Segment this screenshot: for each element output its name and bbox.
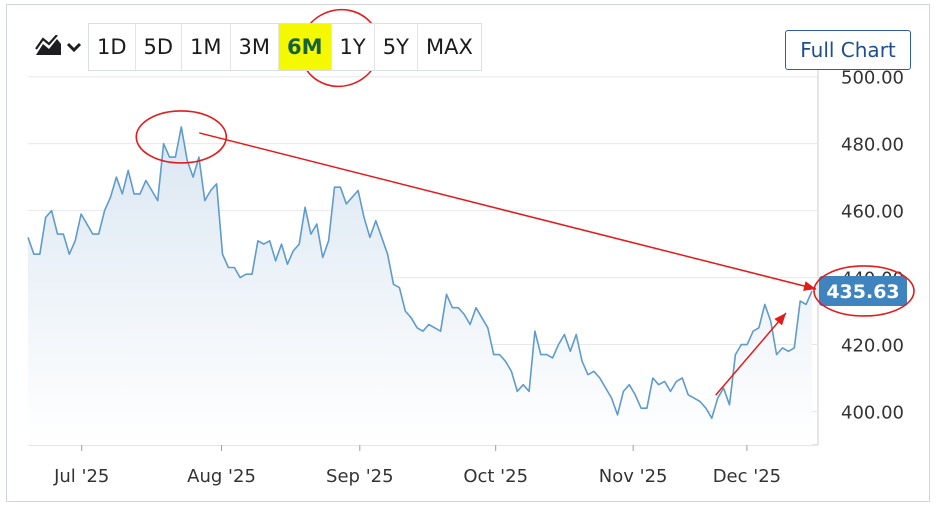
- y-tick-label: 480.00: [841, 135, 904, 156]
- chart-type-menu[interactable]: [28, 24, 88, 70]
- x-tick-label: Jul '25: [53, 466, 109, 487]
- last-price-label: 435.63: [826, 281, 899, 303]
- recent-rise-arrow-head: [774, 313, 786, 326]
- full-chart-button[interactable]: Full Chart: [785, 30, 911, 70]
- peak-to-last-arrow-head: [803, 281, 816, 291]
- range-button-5y[interactable]: 5Y: [374, 24, 418, 70]
- x-tick-label: Sep '25: [326, 466, 394, 487]
- x-tick-label: Dec '25: [713, 466, 781, 487]
- peak-circle: [135, 110, 228, 164]
- range-button-5d[interactable]: 5D: [135, 24, 183, 70]
- price-line: [27, 126, 813, 420]
- y-tick-label: 400.00: [841, 403, 904, 424]
- area-chart-icon: [35, 35, 82, 55]
- y-tick-label: 420.00: [841, 336, 904, 357]
- last-price-badge: 435.63: [819, 275, 907, 306]
- last-price-badge-bg: [819, 275, 907, 306]
- annotations: [135, 8, 915, 396]
- y-tick-label: 500.00: [841, 68, 904, 89]
- x-tick-label: Aug '25: [187, 466, 256, 487]
- range-button-3m[interactable]: 3M: [230, 24, 280, 70]
- range-button-1y[interactable]: 1Y: [331, 24, 375, 70]
- chart-toolbar: 1D 5D 1M 3M 6M 1Y 5Y MAX: [28, 23, 482, 71]
- price-area: [27, 126, 813, 446]
- price-area-fill: [28, 126, 812, 446]
- range-button-max[interactable]: MAX: [417, 24, 481, 70]
- recent-rise-arrow-shaft: [715, 312, 787, 396]
- last-value-circle: [813, 265, 915, 317]
- x-tick-label: Oct '25: [463, 466, 528, 487]
- range-button-6m[interactable]: 6M: [279, 24, 332, 70]
- peak-to-last-arrow-shaft: [199, 132, 817, 290]
- range-button-1m[interactable]: 1M: [182, 24, 231, 70]
- x-axis: Jul '25 Aug '25 Sep '25 Oct '25 Nov '25 Dec '…: [53, 445, 781, 487]
- range-button-1d[interactable]: 1D: [89, 24, 136, 70]
- y-tick-label: 460.00: [841, 202, 904, 223]
- x-tick-label: Nov '25: [599, 466, 668, 487]
- range-selector: 1D 5D 1M 3M 6M 1Y 5Y MAX: [88, 23, 482, 71]
- chevron-down-icon: [66, 42, 82, 53]
